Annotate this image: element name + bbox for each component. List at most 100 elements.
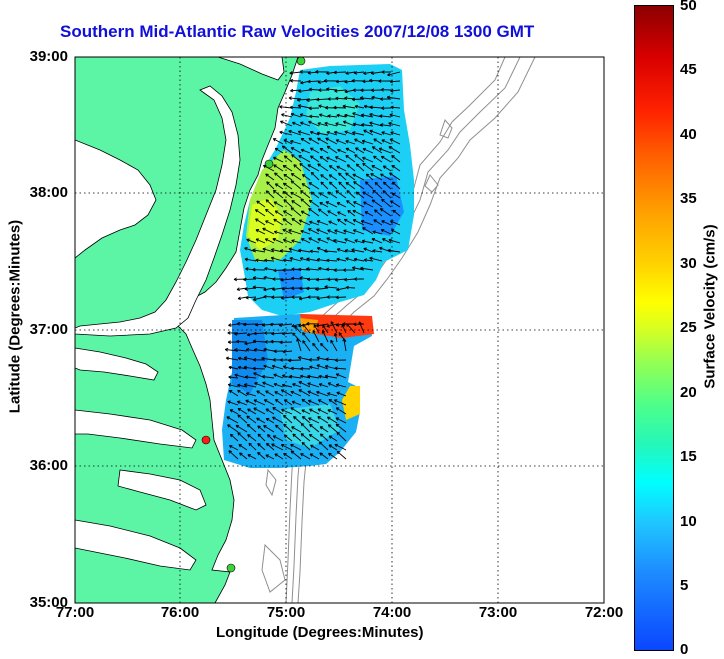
velocity-arrowhead (343, 219, 347, 223)
velocity-arrowhead (299, 277, 303, 280)
velocity-arrow (320, 181, 329, 190)
velocity-arrow (253, 332, 266, 335)
velocity-arrow (360, 220, 374, 226)
velocity-arrowhead (255, 218, 258, 222)
velocity-arrowhead (292, 332, 294, 336)
velocity-arrowhead (265, 220, 268, 224)
velocity-arrow (255, 259, 266, 262)
velocity-arrowhead (273, 350, 277, 354)
velocity-arrowhead (373, 155, 376, 160)
velocity-arrowhead (336, 451, 339, 455)
velocity-arrow (300, 122, 311, 127)
velocity-arrowhead (302, 332, 304, 336)
velocity-arrow (262, 248, 275, 253)
velocity-arrowhead (392, 210, 395, 214)
velocity-arrowhead (274, 453, 277, 457)
velocity-arrow (371, 199, 383, 208)
velocity-arrow (363, 129, 374, 136)
station-marker[interactable] (296, 57, 306, 66)
velocity-arrowhead (282, 191, 285, 195)
velocity-arrowhead (362, 227, 365, 231)
velocity-arrowhead (273, 157, 276, 161)
velocity-arrowhead (353, 258, 357, 262)
velocity-arrow (373, 155, 383, 163)
velocity-arrowhead (315, 71, 319, 74)
velocity-arrow (309, 115, 320, 118)
velocity-arrowhead (265, 390, 268, 394)
velocity-arrowhead (299, 114, 303, 117)
velocity-arrow (338, 181, 347, 190)
x-tick-label: 77:00 (55, 604, 95, 621)
velocity-arrowhead (324, 375, 328, 379)
velocity-arrowhead (299, 298, 303, 301)
velocity-arrow (319, 383, 329, 388)
velocity-arrow (345, 182, 356, 190)
velocity-arrowhead (253, 407, 256, 411)
velocity-arrow (275, 399, 284, 406)
velocity-arrowhead (317, 399, 321, 403)
velocity-arrowhead (279, 359, 283, 362)
velocity-arrowhead (273, 201, 276, 205)
velocity-arrowhead (300, 122, 303, 126)
velocity-arrowhead (283, 139, 286, 143)
velocity-arrow (281, 444, 293, 451)
velocity-arrowhead (326, 268, 330, 272)
velocity-arrow (246, 348, 257, 352)
velocity-arrowhead (363, 259, 367, 262)
velocity-arrow (228, 384, 239, 388)
station-marker[interactable] (226, 563, 236, 573)
velocity-arrow (362, 148, 374, 154)
velocity-arrow (272, 435, 284, 442)
velocity-arrow (308, 208, 320, 217)
velocity-arrow (243, 323, 257, 325)
colorbar (634, 5, 674, 651)
velocity-arrowhead (318, 375, 322, 379)
x-tick-label: 75:00 (266, 604, 306, 621)
velocity-arrowhead (371, 146, 375, 150)
velocity-arrowhead (326, 259, 330, 263)
velocity-arrowhead (317, 163, 320, 167)
velocity-arrow (272, 416, 284, 424)
velocity-arrow (334, 229, 347, 235)
velocity-arrow (265, 220, 275, 226)
velocity-arrowhead (354, 239, 358, 243)
velocity-arrow (328, 452, 338, 460)
velocity-arrow (382, 238, 392, 244)
velocity-arrowhead (280, 389, 284, 393)
velocity-arrowhead (379, 98, 384, 101)
velocity-arrow (301, 210, 311, 217)
station-marker[interactable] (201, 435, 211, 445)
velocity-arrow (326, 145, 338, 154)
velocity-arrowhead (262, 324, 266, 327)
velocity-arrowhead (247, 434, 250, 438)
velocity-arrowhead (359, 97, 363, 100)
velocity-arrowhead (293, 416, 296, 420)
velocity-arrow (320, 174, 329, 181)
velocity-arrowhead (280, 279, 284, 282)
velocity-arrow (391, 165, 401, 172)
velocity-arrow (284, 399, 293, 406)
velocity-arrow (298, 389, 311, 397)
velocity-arrow (291, 426, 302, 433)
velocity-arrowhead (335, 139, 339, 143)
velocity-arrowhead (307, 278, 311, 282)
velocity-arrow (354, 239, 365, 244)
velocity-arrowhead (344, 279, 348, 282)
velocity-arrowhead (318, 267, 321, 271)
velocity-arrowhead (374, 182, 377, 186)
velocity-arrow (237, 408, 248, 415)
velocity-arrowhead (371, 73, 375, 75)
velocity-arrow (316, 296, 329, 300)
velocity-arrow (308, 399, 320, 406)
velocity-arrow (352, 173, 365, 181)
velocity-arrow (273, 201, 284, 208)
velocity-arrow (324, 250, 338, 253)
y-tick-label: 39:00 (29, 48, 68, 65)
velocity-arrow (317, 258, 329, 262)
velocity-arrowhead (299, 163, 302, 167)
velocity-arrow (334, 131, 347, 136)
velocity-arrow (246, 415, 257, 424)
velocity-arrowhead (327, 424, 330, 428)
velocity-arrow (274, 231, 284, 235)
velocity-arrowhead (381, 220, 384, 224)
